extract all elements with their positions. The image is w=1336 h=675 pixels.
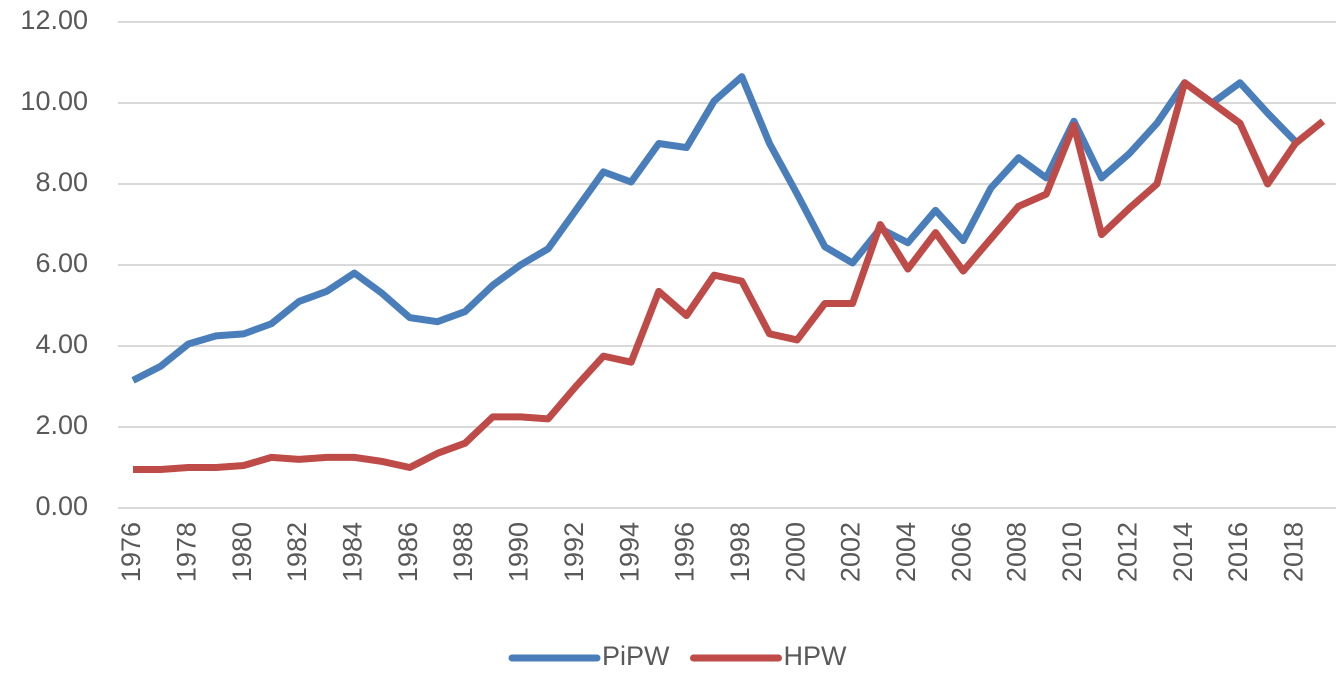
x-tick-label: 1984 — [338, 522, 368, 582]
x-tick-label: 1980 — [227, 522, 257, 582]
series-line — [133, 79, 1326, 474]
x-tick-label: 1998 — [725, 522, 755, 582]
x-tick-label: 1994 — [614, 522, 644, 582]
x-tick-label: 1992 — [559, 522, 589, 582]
x-tick-label: 2000 — [780, 522, 810, 582]
x-tick-label: 2006 — [946, 522, 976, 582]
x-tick-label: 1990 — [504, 522, 534, 582]
y-tick-label: 2.00 — [35, 410, 88, 440]
x-tick-label: 1986 — [393, 522, 423, 582]
y-tick-label: 6.00 — [35, 248, 88, 278]
x-tick-label: 2018 — [1278, 522, 1308, 582]
x-tick-label: 2002 — [836, 522, 866, 582]
y-tick-label: 10.00 — [20, 86, 88, 116]
legend-label: HPW — [784, 641, 848, 671]
x-tick-label: 2008 — [1002, 522, 1032, 582]
y-tick-label: 12.00 — [20, 5, 88, 35]
x-tick-label: 1978 — [171, 522, 201, 582]
y-tick-label: 8.00 — [35, 167, 88, 197]
x-tick-label: 2004 — [891, 522, 921, 582]
legend-label: PiPW — [602, 641, 670, 671]
y-tick-label: 0.00 — [35, 491, 88, 521]
x-tick-label: 1988 — [448, 522, 478, 582]
x-tick-label: 2014 — [1168, 522, 1198, 582]
x-tick-label: 2012 — [1112, 522, 1142, 582]
x-tick-label: 2010 — [1057, 522, 1087, 582]
x-tick-label: 1982 — [282, 522, 312, 582]
series-line — [131, 73, 1298, 384]
x-tick-label: 2016 — [1223, 522, 1253, 582]
y-tick-label: 4.00 — [35, 329, 88, 359]
x-tick-label: 1996 — [670, 522, 700, 582]
x-tick-label: 1976 — [116, 522, 146, 582]
